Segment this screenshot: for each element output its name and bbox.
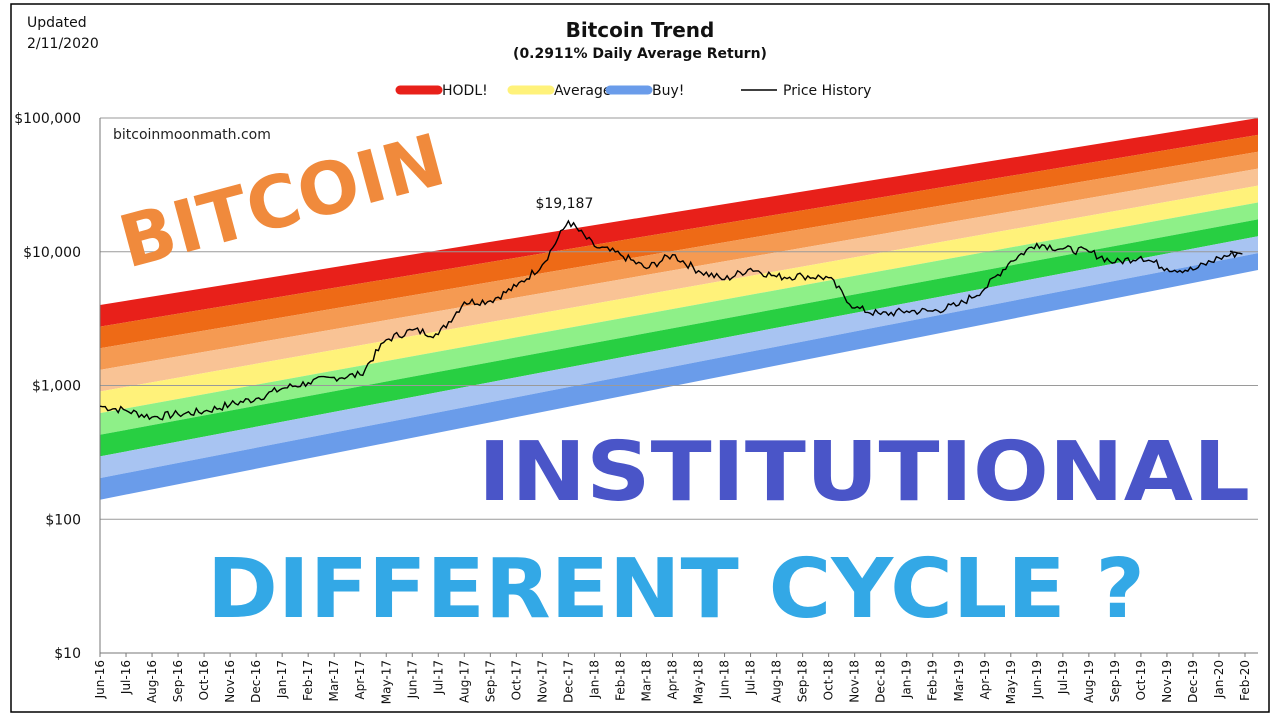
x-tick-label: Oct-18 [822,660,836,700]
rainbow-band [100,185,1258,414]
rainbow-bands [100,118,1258,500]
x-tick-label: Sep-18 [796,660,810,702]
y-tick-label: $100,000 [14,111,81,127]
x-tick-label: Jan-17 [275,660,289,699]
x-tick-label: Jan-19 [900,660,914,699]
x-tick-label: Jun-18 [718,660,732,699]
x-tick-label: Aug-16 [145,660,159,703]
y-tick-label: $10,000 [23,245,81,261]
legend-item: HODL! [395,83,488,99]
updated-stamp: Updated 2/11/2020 [27,13,137,55]
y-axis-ticks: $10 $100 $1,000 $10,000 $100,000 [14,111,81,662]
rainbow-band [100,219,1258,457]
rainbow-band [100,134,1258,349]
x-tick-label: Sep-17 [483,660,497,702]
x-tick-label: Dec-19 [1186,660,1200,703]
x-tick-label: Nov-16 [223,660,237,703]
updated-label: Updated [27,15,87,31]
x-tick-label: Oct-16 [197,660,211,700]
x-tick-label: Jan-20 [1212,660,1226,699]
legend-label: HODL! [442,83,488,99]
updated-date: 2/11/2020 [27,36,99,52]
x-tick-label: Mar-18 [639,660,653,701]
x-tick-label: Dec-16 [249,660,263,703]
x-axis-ticks: Jun-16 Jul-16 Aug-16 Sep-16 Oct-16 Nov-16 Dec-… [93,653,1252,704]
legend-label: Average [554,83,612,99]
x-tick-label: Jul-19 [1056,660,1070,695]
x-tick-label: Oct-19 [1134,660,1148,700]
peak-annotation: $19,187 [535,196,593,212]
x-tick-label: Mar-19 [952,660,966,701]
x-tick-label: Feb-18 [613,660,627,701]
overlay-different-cycle: DIFFERENT CYCLE ? [207,542,1145,637]
x-tick-label: Jun-19 [1030,660,1044,699]
y-tick-label: $100 [45,512,81,528]
x-tick-label: Apr-19 [978,660,992,700]
x-tick-label: May-18 [692,660,706,704]
x-tick-label: Sep-19 [1108,660,1122,702]
x-tick-label: Nov-18 [848,660,862,703]
x-tick-label: Oct-17 [509,660,523,700]
x-tick-label: Dec-18 [874,660,888,703]
y-tick-label: $10 [54,646,81,662]
legend: HODL! Average Buy! Price History [395,83,871,99]
x-tick-label: Sep-16 [171,660,185,702]
x-tick-label: Feb-20 [1238,660,1252,701]
x-tick-label: Feb-19 [926,660,940,701]
outer-border [10,3,1270,713]
legend-label: Buy! [652,83,684,99]
x-tick-label: Jul-16 [119,660,133,695]
x-tick-label: Jul-17 [431,660,445,695]
chart-title: Bitcoin Trend [565,18,715,42]
legend-item: Buy! [605,83,684,99]
x-tick-label: Aug-19 [1082,660,1096,703]
x-tick-label: Feb-17 [301,660,315,701]
legend-item: Price History [741,83,871,99]
legend-label: Price History [783,83,871,99]
watermark-text: bitcoinmoonmath.com [113,127,271,143]
rainbow-band [100,253,1258,500]
x-tick-label: Nov-17 [535,660,549,703]
x-tick-label: Nov-19 [1160,660,1174,703]
price-history-series [100,219,1243,421]
overlay-institutional: INSTITUTIONAL [478,425,1250,520]
x-tick-label: Apr-17 [353,660,367,700]
x-tick-label: Apr-18 [666,660,680,700]
rainbow-band [100,168,1258,392]
x-tick-label: Jan-18 [587,660,601,699]
x-tick-label: May-19 [1004,660,1018,704]
x-tick-label: Dec-17 [561,660,575,703]
y-tick-label: $1,000 [32,379,81,395]
chart-subtitle: (0.2911% Daily Average Return) [513,46,767,62]
x-tick-label: May-17 [379,660,393,704]
x-tick-label: Jun-16 [93,660,107,699]
x-tick-label: Mar-17 [327,660,341,701]
legend-item: Average [507,83,612,99]
x-tick-label: Aug-17 [457,660,471,703]
rainbow-band [100,118,1258,327]
x-tick-label: Aug-18 [770,660,784,703]
rainbow-band [100,202,1258,435]
price-history-line [100,219,1243,421]
x-tick-label: Jul-18 [744,660,758,695]
x-tick-label: Jun-17 [405,660,419,699]
